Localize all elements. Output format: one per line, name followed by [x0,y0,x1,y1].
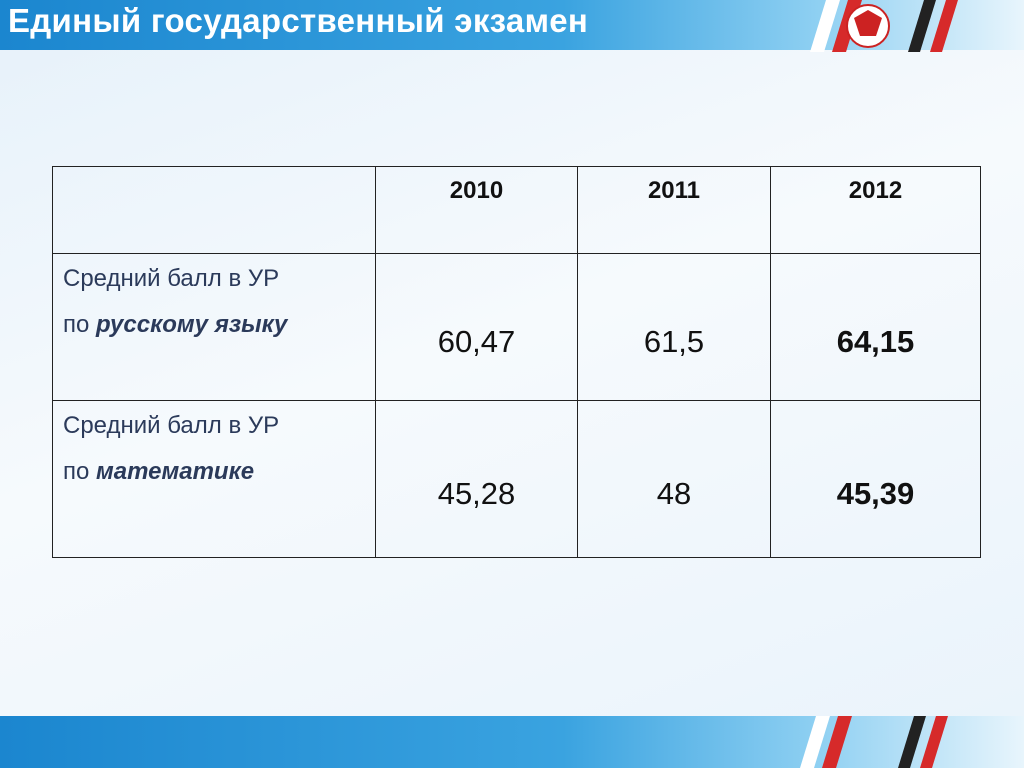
value-cell: 61,5 [577,253,771,401]
value-cell: 45,28 [375,400,578,558]
footer-stripes [800,716,948,768]
subject: математике [96,458,255,485]
label-text: Средний балл в УР [63,412,280,439]
row-label: Средний балл в УР по математике [52,400,376,558]
slide-title: Единый государственный экзамен [8,2,589,39]
row-label: Средний балл в УР по русскому языку [52,253,376,401]
year-header: 2011 [577,166,771,254]
value-cell: 48 [577,400,771,558]
results-table: 2010 2011 2012 Средний балл в УР по русск… [52,166,981,558]
footer-bar [0,716,1024,768]
label-prefix: по [63,311,90,338]
data-row: Средний балл в УР по русскому языку 60,47… [52,253,981,401]
value-cell: 45,39 [770,400,981,558]
corner-cell [52,166,376,254]
label-text: Средний балл в УР [63,265,280,292]
data-row: Средний балл в УР по математике 45,28 48 … [52,400,981,558]
header-stripes [810,0,958,52]
year-header: 2012 [770,166,981,254]
header-row: 2010 2011 2012 [52,166,981,254]
value-cell: 64,15 [770,253,981,401]
year-header: 2010 [375,166,578,254]
label-prefix: по [63,458,90,485]
value-cell: 60,47 [375,253,578,401]
subject: русскому языку [96,311,288,338]
